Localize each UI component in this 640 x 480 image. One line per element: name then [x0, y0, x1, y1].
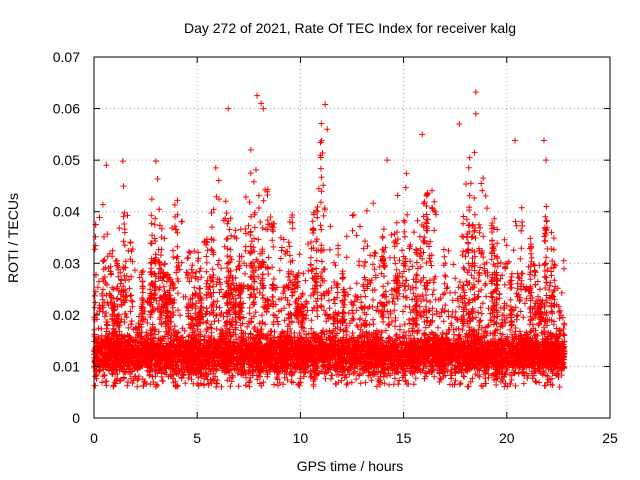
roti-point — [322, 101, 329, 108]
roti-scatter-cloud — [91, 120, 568, 390]
roti-point — [247, 146, 254, 153]
roti-point — [419, 131, 426, 138]
x-axis-title: GPS time / hours — [297, 458, 404, 474]
y-tick-label: 0.07 — [53, 49, 80, 65]
x-tick-label: 0 — [90, 430, 98, 446]
data-points — [91, 89, 568, 390]
axis-ticks — [93, 56, 611, 419]
roti-point — [119, 158, 126, 165]
x-tick-label: 15 — [396, 430, 412, 446]
roti-point — [103, 162, 110, 169]
chart-title: Day 272 of 2021, Rate Of TEC Index for r… — [184, 20, 516, 36]
roti-point — [258, 100, 265, 107]
roti-point — [324, 126, 331, 133]
roti-point — [254, 92, 261, 99]
plot-frame — [93, 56, 611, 419]
y-tick-label: 0.04 — [53, 204, 80, 220]
roti-point — [384, 157, 391, 164]
x-tick-label: 5 — [193, 430, 201, 446]
roti-point — [466, 154, 473, 161]
roti-point — [543, 157, 550, 164]
roti-point — [472, 110, 479, 117]
roti-point — [212, 164, 219, 171]
roti-point — [225, 105, 232, 112]
y-tick-label: 0.03 — [53, 255, 80, 271]
roti-point — [152, 158, 159, 165]
y-tick-label: 0.06 — [53, 101, 80, 117]
y-axis-title: ROTI / TECUs — [5, 193, 21, 283]
y-tick-label: 0.05 — [53, 152, 80, 168]
y-tick-label: 0 — [72, 410, 80, 426]
roti-point — [512, 137, 519, 144]
x-tick-label: 10 — [293, 430, 309, 446]
roti-point — [260, 105, 267, 112]
roti-point — [540, 137, 547, 144]
x-tick-label: 20 — [499, 430, 515, 446]
roti-point — [456, 121, 463, 128]
roti-point — [472, 89, 479, 96]
y-tick-label: 0.02 — [53, 307, 80, 323]
x-tick-label: 25 — [602, 430, 618, 446]
y-tick-label: 0.01 — [53, 358, 80, 374]
tick-labels: 0 5 10 15 20 25 0 0.01 0.02 0.03 0.04 0.05 0.06 0.07 — [53, 49, 618, 446]
